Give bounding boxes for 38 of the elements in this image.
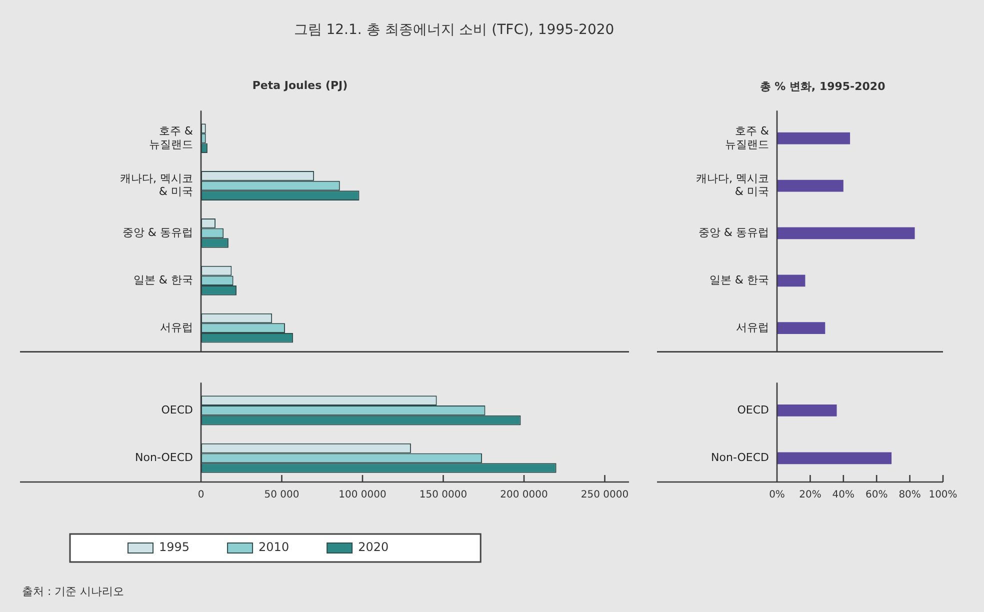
bar	[777, 274, 806, 287]
chart-title: 총 % 변화, 1995-2020	[758, 79, 886, 94]
x-tick-label: 20%	[799, 490, 822, 501]
y-tick-label: OECD	[737, 403, 769, 416]
y-tick-label: 서유럽	[160, 320, 193, 334]
y-tick-label: 서유럽	[736, 320, 769, 334]
x-tick-label: 60%	[865, 490, 888, 501]
y-tick-label: 호주 & 뉴질랜드	[149, 124, 194, 151]
x-tick-label: 0%	[769, 490, 785, 501]
y-tick-label: 캐나다, 멕시코 & 미국	[120, 172, 193, 198]
x-tick-label: 80%	[898, 490, 921, 501]
y-tick-label: 일본 & 한국	[709, 274, 769, 286]
y-tick-label: 중앙 & 동유럽	[698, 226, 769, 240]
x-tick-label: 100 0000	[338, 490, 386, 501]
y-tick-label: Non-OECD	[711, 451, 769, 464]
x-tick-label: 250 0000	[580, 490, 629, 501]
y-tick-label: 캐나다, 멕시코 & 미국	[696, 172, 769, 198]
x-tick-label: 0	[198, 490, 204, 501]
y-tick-label: 호주 & 뉴질랜드	[725, 124, 770, 151]
bar	[777, 322, 826, 334]
x-tick-label: 100%	[928, 490, 958, 501]
y-tick-label: 중앙 & 동유럽	[122, 226, 193, 240]
chart-title: 그림 12.1. 총 최종에너지 소비 (TFC), 1995-2020	[292, 21, 616, 39]
chart-subtitle: Peta Joules (PJ)	[251, 79, 349, 92]
source-note: 출처 : 기준 시나리오	[22, 584, 124, 599]
legend-label: 2010	[258, 540, 290, 554]
bar	[777, 132, 850, 144]
legend-label: 2020	[358, 540, 389, 554]
bar	[777, 227, 915, 240]
bar	[777, 180, 844, 192]
y-tick-label: OECD	[161, 403, 193, 416]
x-tick-label: 200 0000	[500, 490, 548, 501]
x-tick-label: 50 000	[264, 490, 300, 501]
y-tick-label: Non-OECD	[135, 451, 193, 464]
x-tick-label: 40%	[832, 490, 855, 501]
y-tick-label: 일본 & 한국	[133, 274, 193, 286]
x-tick-label: 150 0000	[419, 490, 468, 501]
legend-label: 1995	[159, 540, 190, 554]
